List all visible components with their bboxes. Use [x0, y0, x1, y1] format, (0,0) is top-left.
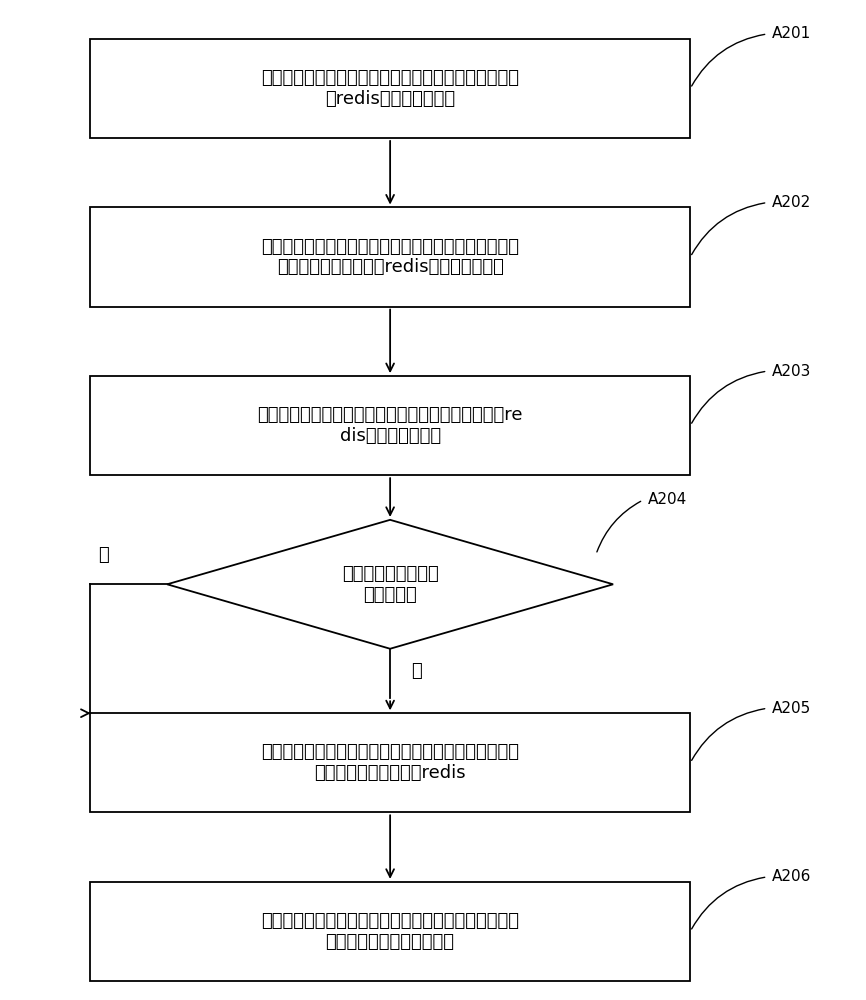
- Text: 是: 是: [99, 546, 109, 564]
- Bar: [90, 39, 690, 138]
- Polygon shape: [167, 520, 613, 649]
- Text: A205: A205: [772, 701, 811, 716]
- Text: A203: A203: [772, 364, 811, 379]
- Bar: [90, 713, 690, 812]
- Text: A206: A206: [772, 869, 811, 884]
- Bar: [90, 882, 690, 981]
- Text: 时间线服务模块将相应的用户的时间线的信息通过时间
线高速缓冲存储器写入redis: 时间线服务模块将相应的用户的时间线的信息通过时间 线高速缓冲存储器写入redis: [262, 743, 519, 782]
- Text: A201: A201: [772, 26, 811, 41]
- Text: 时间线服务模块从时间线设置服务模块中获取各个用户
时间线的各个功能点在redis中的缓存数阈值: 时间线服务模块从时间线设置服务模块中获取各个用户 时间线的各个功能点在redis…: [262, 238, 519, 276]
- Text: 时间线服务模块计算各个用户时间线的各个功能点在第
一存储模块中的实际缓存数: 时间线服务模块计算各个用户时间线的各个功能点在第 一存储模块中的实际缓存数: [262, 912, 519, 951]
- Bar: [90, 376, 690, 475]
- Text: 时间线设置服务模块设定每个用户时间线的各个功能点
在redis中的缓存数阈值: 时间线设置服务模块设定每个用户时间线的各个功能点 在redis中的缓存数阈值: [262, 69, 519, 108]
- Text: 否: 否: [411, 662, 423, 680]
- Bar: [90, 207, 690, 307]
- Text: 时间线服务模块计算各个用户时间线的各个功能点在re
dis中的实际缓存数: 时间线服务模块计算各个用户时间线的各个功能点在re dis中的实际缓存数: [257, 406, 523, 445]
- Text: A202: A202: [772, 195, 811, 210]
- Text: 实际缓存数是否超过
缓存数阈值: 实际缓存数是否超过 缓存数阈值: [342, 565, 438, 604]
- Text: A204: A204: [648, 492, 687, 508]
